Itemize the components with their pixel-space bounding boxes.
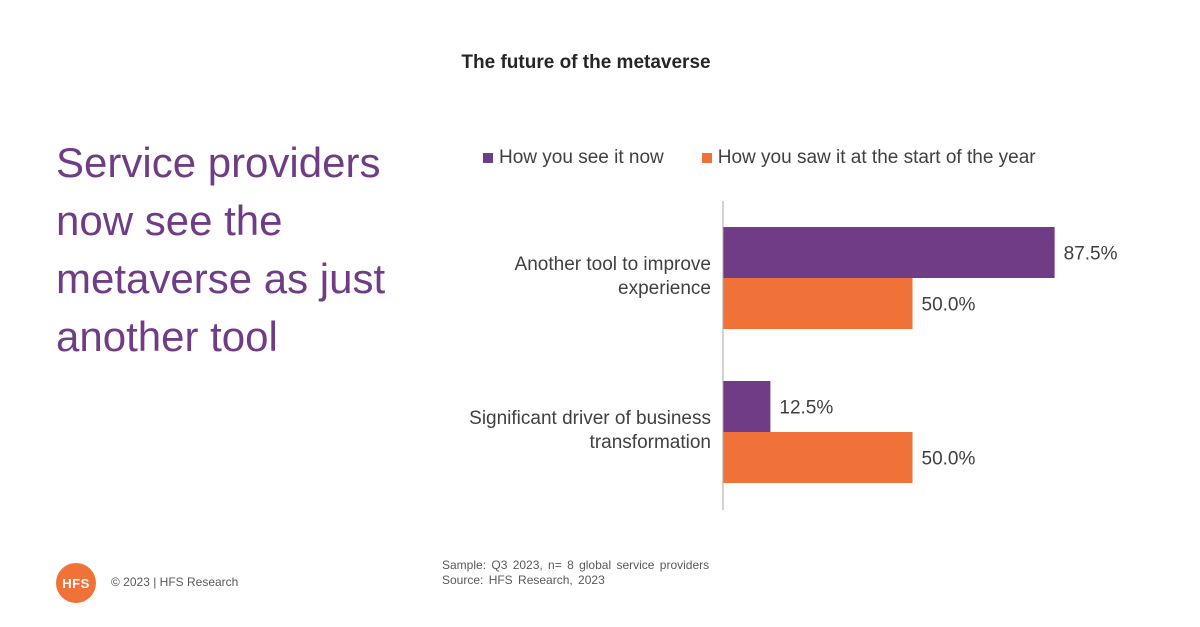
bar-chart: 87.5% 50.0% Another tool to improve experie… (469, 201, 1118, 510)
category-label-2-line-1: Significant driver of business (469, 408, 711, 429)
data-label-2-series-2: 50.0% (922, 449, 976, 470)
data-label-2-series-1: 12.5% (779, 398, 833, 419)
data-label-1-series-1: 87.5% (1064, 244, 1118, 265)
bar-1-series-2 (723, 278, 913, 329)
chart-legend: How you see it now How you saw it at the… (483, 146, 1074, 170)
legend-swatch-now (483, 153, 493, 163)
bar-2-series-2 (723, 432, 913, 483)
footnote-sample: Sample: Q3 2023, n= 8 global service pro… (442, 558, 710, 572)
legend-label-now: How you see it now (499, 147, 664, 168)
legend-swatch-start-of-year (701, 153, 712, 163)
chart-title: The future of the metaverse (461, 52, 711, 73)
bar-1-series-1 (723, 227, 1055, 278)
legend-item-start-of-year: How you saw it at the start of the year (701, 147, 1036, 169)
data-label-1-series-2: 50.0% (922, 295, 976, 316)
legend-item-now: How you see it now (483, 147, 664, 169)
footnote: Sample: Q3 2023, n= 8 global service pro… (442, 558, 709, 588)
category-label-1-line-2: experience (618, 278, 711, 299)
bar-2-series-1 (723, 381, 771, 432)
copyright-text: © 2023 | HFS Research (111, 575, 239, 589)
footnote-source: Source: HFS Research, 2023 (442, 573, 605, 587)
legend-label-start-of-year: How you saw it at the start of the year (717, 147, 1036, 168)
hfs-logo: HFS (56, 563, 96, 603)
category-label-2-line-2: transformation (590, 432, 711, 453)
headline-text: Service providers now see the metaverse … (56, 139, 386, 360)
category-label-1-line-1: Another tool to improve (515, 254, 711, 275)
